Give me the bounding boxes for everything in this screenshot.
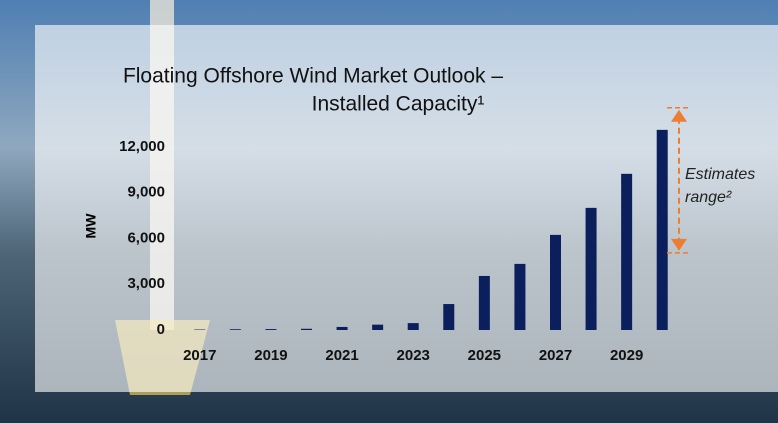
x-tick-label: 2017 (183, 347, 216, 364)
bar (372, 324, 384, 330)
chart-title: Floating Offshore Wind Market Outlook – (123, 65, 503, 88)
y-tick-label: 6,000 (127, 229, 165, 246)
bar (585, 207, 597, 330)
x-tick-label: 2023 (397, 347, 430, 364)
x-tick-label: 2029 (610, 347, 643, 364)
y-axis-label: MW (83, 213, 99, 239)
bar (621, 173, 633, 330)
y-tick-label: 9,000 (127, 184, 165, 201)
bar (229, 329, 241, 330)
panel (35, 25, 778, 392)
bar (478, 275, 490, 330)
y-tick-label: 3,000 (127, 275, 165, 292)
bar (443, 304, 455, 330)
x-tick-label: 2021 (325, 347, 358, 364)
bar (336, 326, 348, 330)
bar (656, 129, 668, 330)
bar (514, 263, 526, 330)
range-label: Estimates (685, 166, 755, 183)
arrow-head (671, 109, 687, 122)
bar (265, 329, 277, 330)
x-tick-label: 2025 (468, 347, 501, 364)
y-tick-label: 12,000 (119, 138, 165, 155)
y-tick-label: 0 (157, 321, 165, 338)
range-label: range² (685, 189, 732, 206)
x-tick-label: 2027 (539, 347, 572, 364)
bar (550, 234, 561, 330)
arrow-head (671, 238, 687, 251)
bar (301, 328, 312, 330)
x-tick-label: 2019 (254, 347, 287, 364)
bar (407, 323, 419, 330)
chart-title: Installed Capacity¹ (312, 93, 485, 116)
